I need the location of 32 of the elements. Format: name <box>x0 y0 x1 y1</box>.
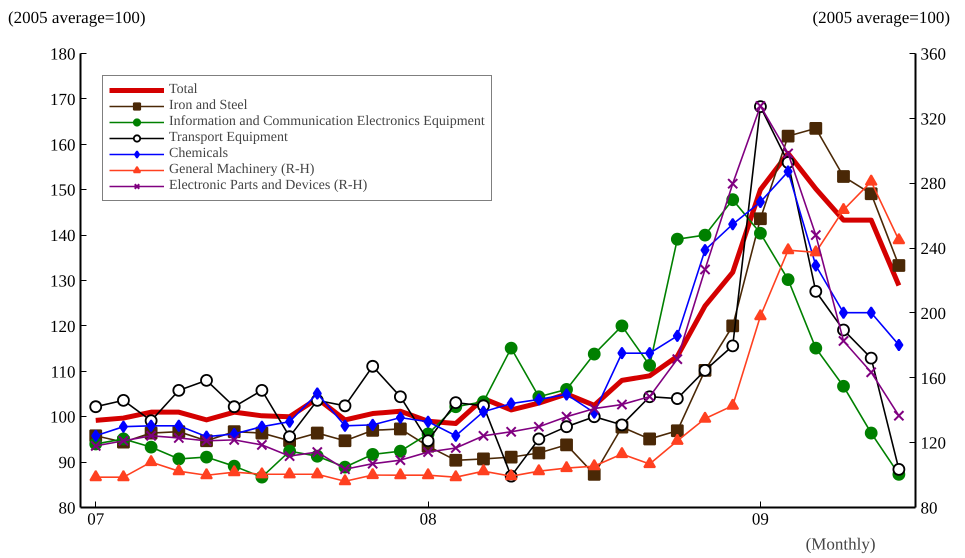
y-axis-title: (2005 average=100) <box>8 7 146 29</box>
x-tick-label: 09 <box>752 510 769 528</box>
y2-tick-label: 200 <box>920 304 946 323</box>
y-tick-label: 120 <box>50 316 76 336</box>
legend-label: Transport Equipment <box>169 130 288 146</box>
y-tick-label: 150 <box>50 180 76 200</box>
y-tick-label: 170 <box>50 90 76 109</box>
y2-tick-label: 160 <box>920 368 946 388</box>
legend-label: Electronic Parts and Devices (R-H) <box>169 178 368 194</box>
y2-tick-label: 80 <box>920 498 938 518</box>
y-tick-label: 140 <box>50 226 76 246</box>
text: (Monthly) <box>806 534 876 554</box>
y2-tick-label: 360 <box>920 44 946 64</box>
legend-label: Information and Communication Electronics Equipment <box>169 114 485 130</box>
y-tick-label: 100 <box>50 408 76 427</box>
y-tick-label: 110 <box>50 362 76 382</box>
y-tick-label: 180 <box>50 44 76 64</box>
y-tick-label: 160 <box>50 135 76 154</box>
y-tick-label: 130 <box>50 272 76 290</box>
legend-label: General Machinery (R-H) <box>169 162 314 178</box>
x-tick-label: 08 <box>420 510 437 528</box>
y2-tick-label: 320 <box>920 109 946 128</box>
x-tick-label: 07 <box>87 510 105 528</box>
y2-axis-title: (2005 average=100) <box>812 7 950 29</box>
y-tick-label: 80 <box>58 498 76 518</box>
y2-tick-label: 280 <box>920 174 946 194</box>
y2-tick-label: 120 <box>920 434 946 453</box>
legend-label: Total <box>169 82 198 98</box>
legend-label: Chemicals <box>169 146 228 162</box>
y2-tick-label: 240 <box>920 239 946 258</box>
y-tick-label: 90 <box>58 453 76 472</box>
legend-label: Iron and Steel <box>169 98 248 114</box>
